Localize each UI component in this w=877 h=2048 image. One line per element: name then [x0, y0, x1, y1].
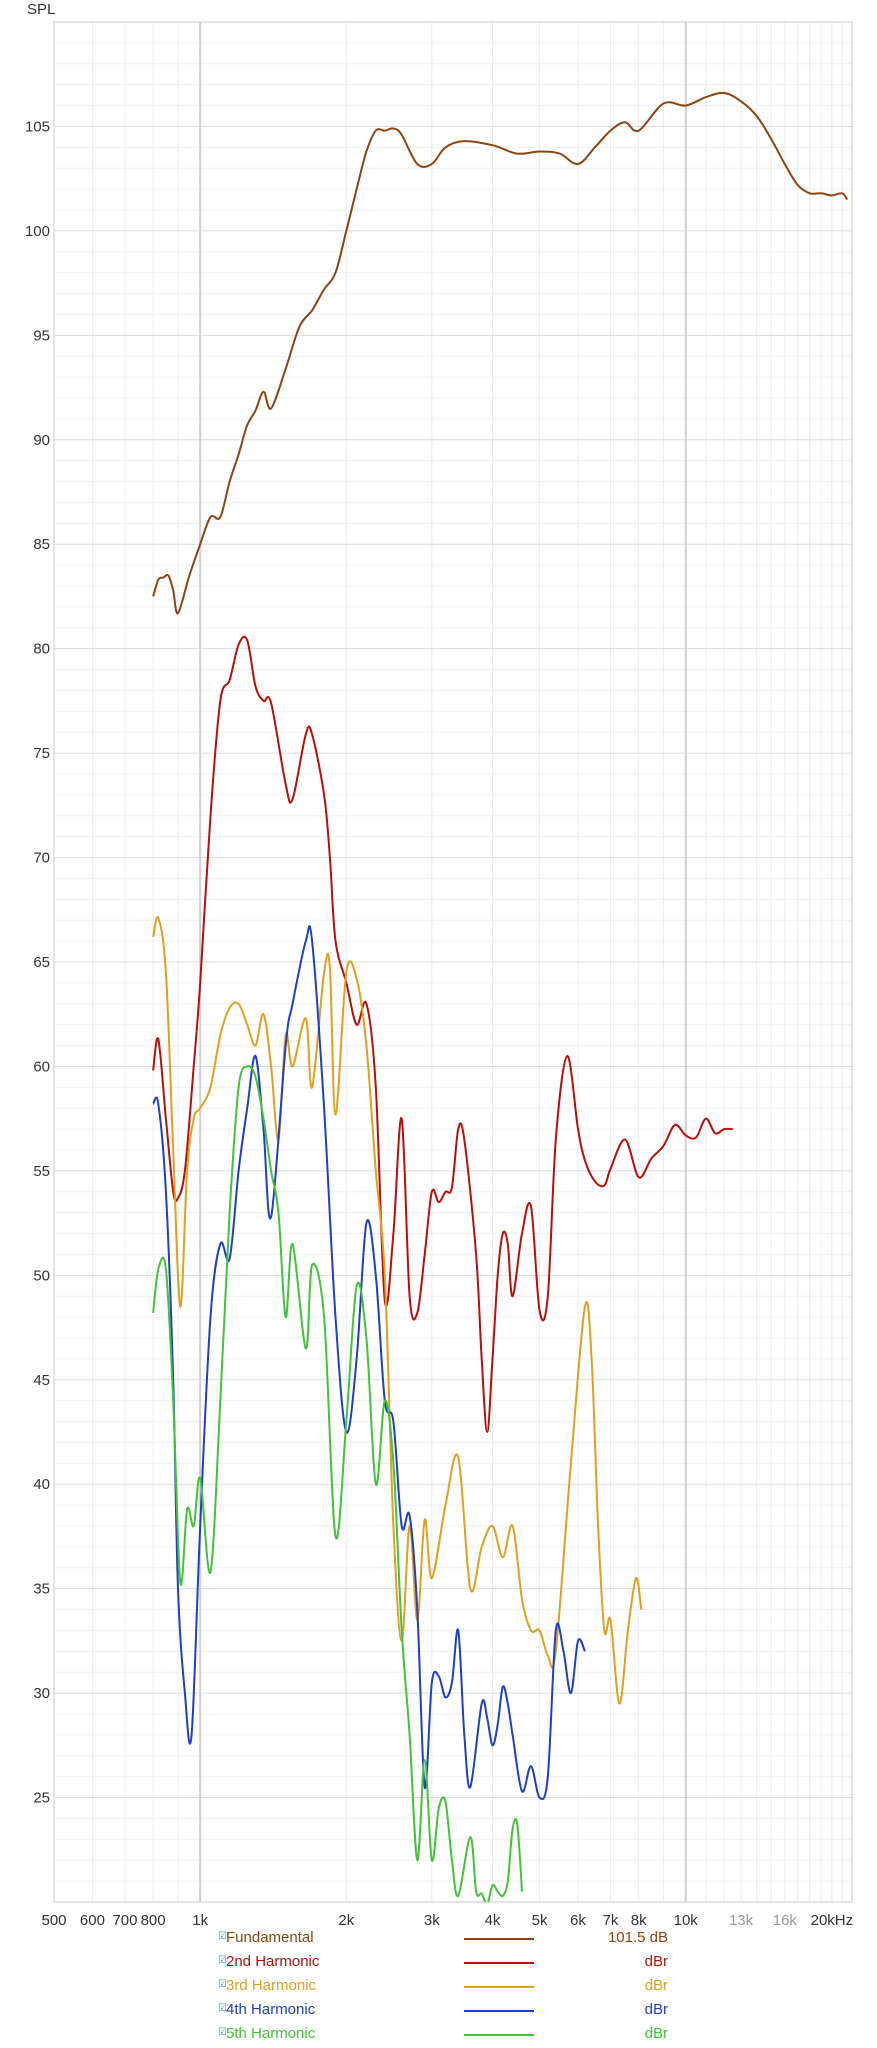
legend-checkbox[interactable]: ☑: [218, 1931, 227, 1942]
x-tick-label: 4k: [485, 1912, 501, 1929]
y-tick-label: 65: [33, 954, 50, 971]
y-tick-label: 55: [33, 1163, 50, 1180]
x-tick-label: 16k: [773, 1912, 798, 1929]
y-tick-label: 75: [33, 745, 50, 762]
major-grid: [54, 22, 852, 1902]
legend-checkbox[interactable]: ☑: [218, 1955, 227, 1966]
y-tick-label: 80: [33, 641, 50, 658]
x-tick-label: 2k: [338, 1912, 354, 1929]
legend-series-value: dBr: [644, 1977, 668, 1994]
y-tick-label: 90: [33, 432, 50, 449]
x-tick-label: 1k: [192, 1912, 208, 1929]
series-line-3rd-harmonic: [152, 916, 643, 1705]
x-tick-label: 500: [41, 1912, 66, 1929]
legend-line-swatch: [464, 1938, 534, 1940]
legend-series-name: Fundamental: [226, 1929, 314, 1946]
legend-checkbox[interactable]: ☑: [218, 1979, 227, 1990]
series-line-2nd-harmonic: [152, 635, 733, 1434]
y-tick-label: 100: [25, 223, 50, 240]
legend-line-swatch: [464, 2034, 534, 2036]
y-tick-label: 70: [33, 850, 50, 867]
x-tick-label: 800: [141, 1912, 166, 1929]
x-tick-label: 3k: [424, 1912, 440, 1929]
legend-series-name: 3rd Harmonic: [226, 1977, 317, 1994]
legend-series-value: 101.5 dB: [607, 1929, 668, 1946]
legend-item[interactable]: ☑ 3rd Harmonic dBr: [218, 1976, 668, 1998]
x-tick-label: 6k: [570, 1912, 586, 1929]
legend-checkbox[interactable]: ☑: [218, 2003, 227, 2014]
y-tick-label: 40: [33, 1476, 50, 1493]
legend-item[interactable]: ☑ Fundamental 101.5 dB: [218, 1928, 668, 1950]
y-tick-label: 35: [33, 1581, 50, 1598]
x-tick-label: 8k: [631, 1912, 647, 1929]
legend-item[interactable]: ☑ 4th Harmonic dBr: [218, 2000, 668, 2022]
legend-series-value: dBr: [644, 1953, 668, 1970]
x-tick-label: 700: [112, 1912, 137, 1929]
y-tick-label: 95: [33, 327, 50, 344]
x-tick-label: 20kHz: [811, 1912, 854, 1929]
legend-line-swatch: [464, 1986, 534, 1988]
series-line-4th-harmonic: [152, 925, 586, 1801]
x-axis-ticks: 500 600 700 800 1k 2k 3k 4k 5k 6k 7k 8k 10k 13k 16k 20k…: [41, 1912, 853, 1929]
y-tick-label: 85: [33, 536, 50, 553]
legend-series-value: dBr: [644, 2025, 668, 2042]
legend-line-swatch: [464, 2010, 534, 2012]
legend-series-name: 5th Harmonic: [226, 2025, 316, 2042]
x-tick-label: 10k: [674, 1912, 699, 1929]
series-line-5th-harmonic: [152, 1065, 523, 1902]
y-tick-label: 50: [33, 1267, 50, 1284]
series-line-fundamental: [152, 91, 849, 615]
y-tick-label: 60: [33, 1058, 50, 1075]
x-tick-label: 5k: [532, 1912, 548, 1929]
x-tick-label: 13k: [729, 1912, 754, 1929]
x-tick-label: 7k: [603, 1912, 619, 1929]
legend-item[interactable]: ☑ 2nd Harmonic dBr: [218, 1952, 668, 1974]
y-tick-label: 45: [33, 1372, 50, 1389]
x-tick-label: 600: [80, 1912, 105, 1929]
y-axis-label: SPL: [27, 1, 55, 18]
y-tick-label: 30: [33, 1685, 50, 1702]
legend-series-name: 4th Harmonic: [226, 2001, 316, 2018]
legend-series-value: dBr: [644, 2001, 668, 2018]
y-axis-ticks: 25 30 35 40 45 50 55 60 65 70 75 80 85 90 95 100 105: [25, 118, 50, 1806]
legend-line-swatch: [464, 1962, 534, 1964]
y-tick-label: 25: [33, 1790, 50, 1807]
legend-checkbox[interactable]: ☑: [218, 2027, 227, 2038]
series-lines: [152, 91, 849, 1902]
legend-series-name: 2nd Harmonic: [226, 1953, 320, 1970]
plot-frame: [53, 21, 853, 1903]
legend-item[interactable]: ☑ 5th Harmonic dBr: [218, 2024, 668, 2046]
y-tick-label: 105: [25, 118, 50, 135]
